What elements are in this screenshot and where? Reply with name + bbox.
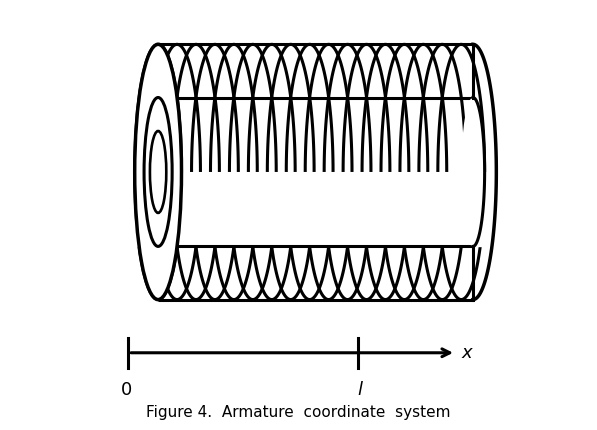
Text: x: x: [461, 343, 472, 361]
Ellipse shape: [150, 132, 167, 213]
Text: l: l: [358, 381, 363, 399]
Ellipse shape: [144, 98, 172, 247]
Text: 0: 0: [121, 381, 132, 399]
Text: Figure 4.  Armature  coordinate  system: Figure 4. Armature coordinate system: [146, 404, 451, 419]
Ellipse shape: [135, 45, 181, 300]
Bar: [135, 98, 496, 247]
Ellipse shape: [461, 98, 485, 247]
